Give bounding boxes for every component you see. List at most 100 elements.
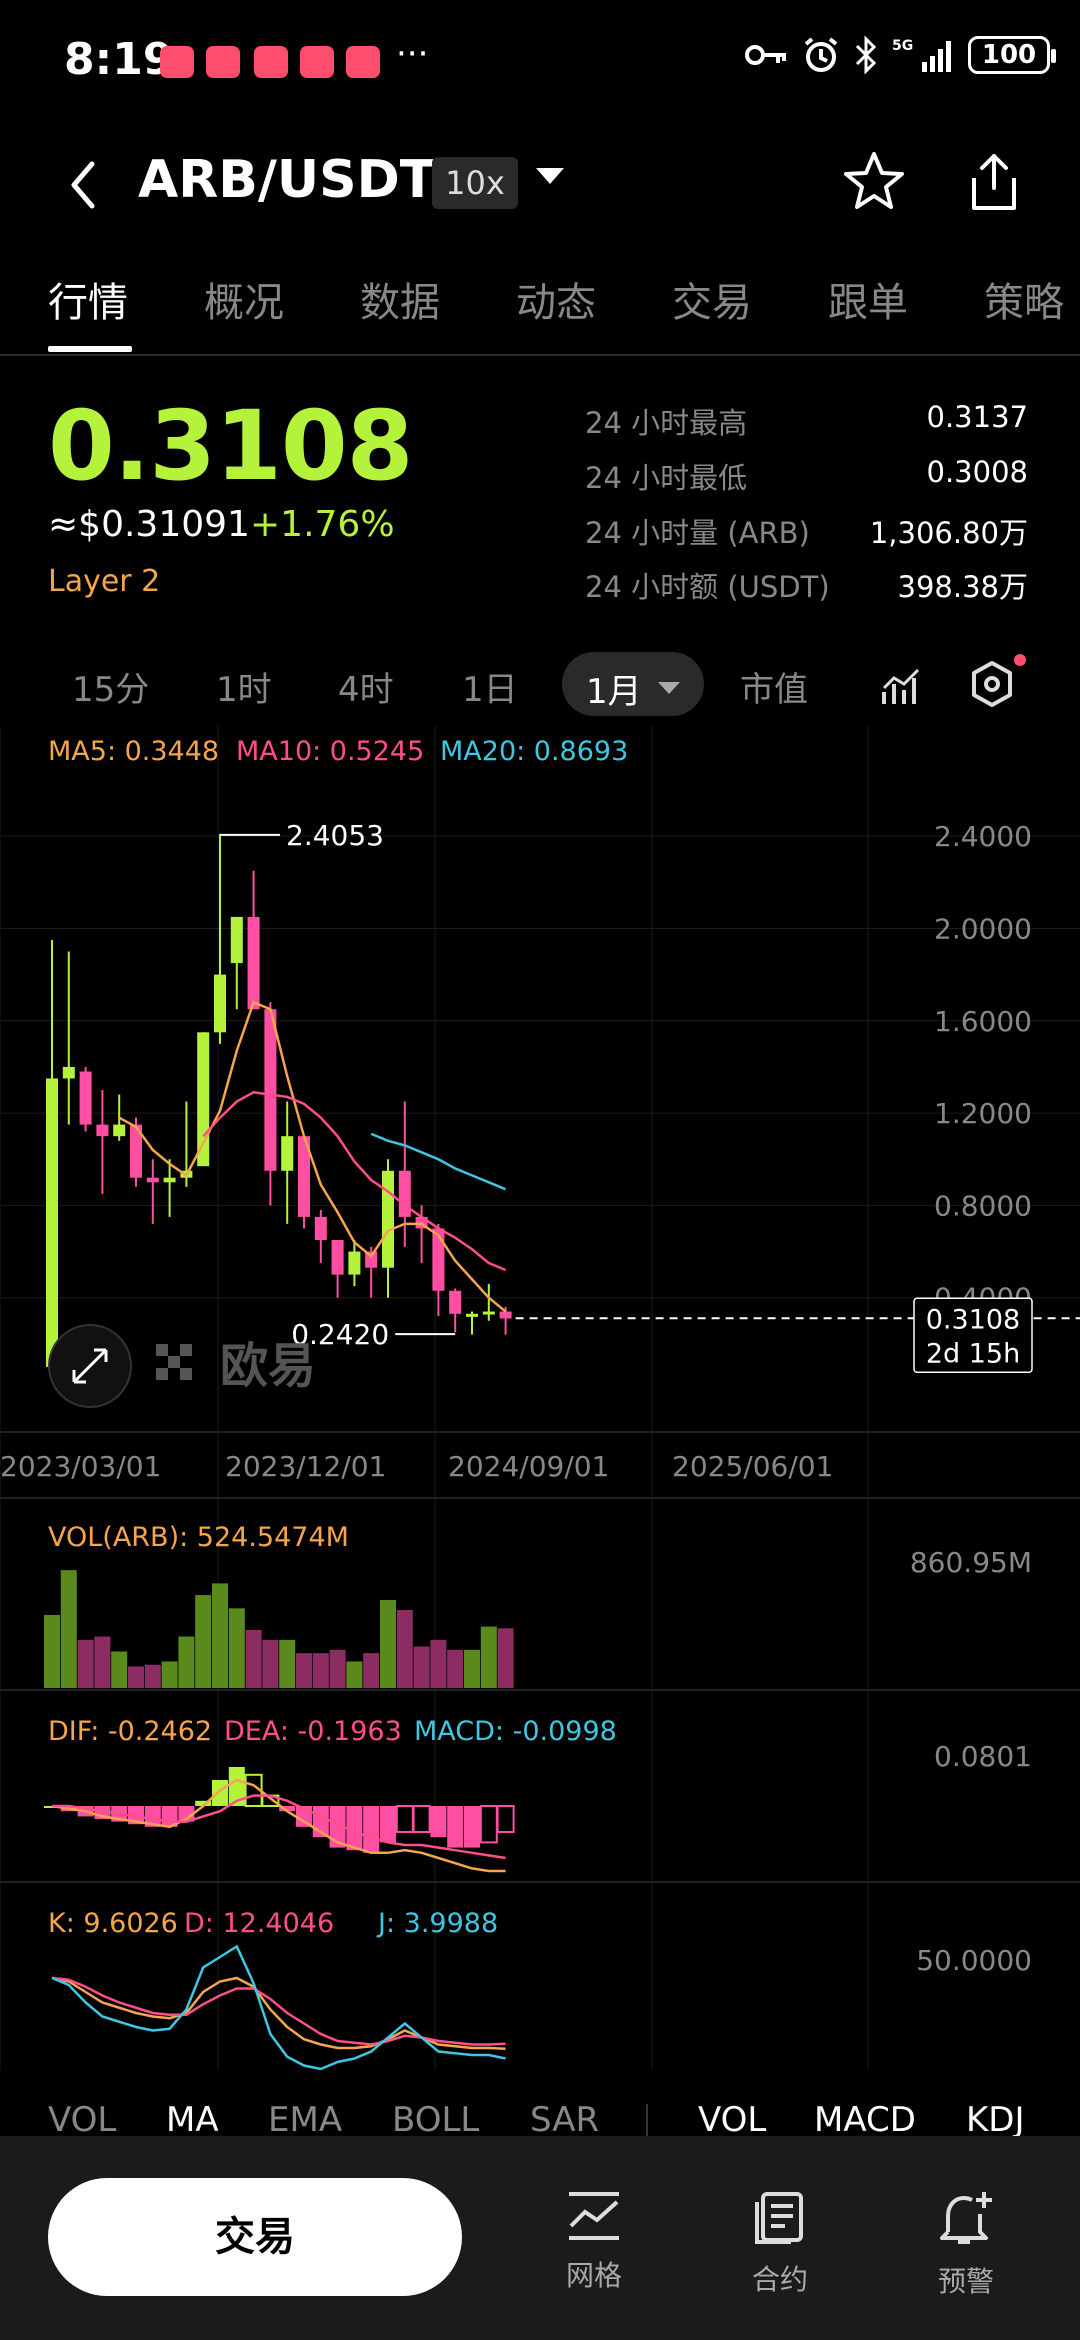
main-indicator-ema[interactable]: EMA bbox=[268, 2100, 343, 2140]
x-tick-label: 2023/12/01 bbox=[225, 1450, 386, 1483]
status-more: ··· bbox=[396, 34, 429, 74]
stat-turnover-value: 398.38万 bbox=[897, 570, 1028, 604]
volume-bar bbox=[94, 1636, 111, 1688]
sub-indicator-macd[interactable]: MACD bbox=[814, 2100, 916, 2140]
macd-histogram-bar bbox=[363, 1806, 380, 1853]
macd-legend: MACD: -0.0998 bbox=[414, 1716, 617, 1747]
ma10-line bbox=[202, 1091, 507, 1272]
macd-histogram-bar bbox=[395, 1805, 414, 1833]
alert-label: 预警 bbox=[937, 2265, 994, 2298]
main-indicator-ma[interactable]: MA bbox=[166, 2100, 219, 2140]
macd-panel: DIF: -0.2462 DEA: -0.1963 MACD: -0.0998 0.0… bbox=[44, 1716, 1032, 1873]
ma5-legend: MA5: 0.3448 bbox=[48, 736, 220, 767]
fullscreen-button[interactable] bbox=[48, 1324, 132, 1408]
timeframe-4h[interactable]: 4时 bbox=[338, 670, 394, 710]
kline-chart[interactable]: 2.40002.00001.60001.20000.80000.40002023… bbox=[0, 726, 1080, 2096]
alert-button[interactable]: 预警 bbox=[906, 2190, 1026, 2300]
macd-histogram-bar bbox=[228, 1767, 245, 1806]
contract-button[interactable]: 合约 bbox=[720, 2190, 840, 2298]
tab-copy-trading[interactable]: 跟单 bbox=[828, 280, 908, 326]
okx-logo bbox=[156, 1344, 192, 1380]
star-icon[interactable] bbox=[840, 148, 908, 216]
y-tick-label: 1.6000 bbox=[934, 1005, 1032, 1038]
watermark-text: 欧易 bbox=[220, 1338, 316, 1394]
sub-indicator-vol[interactable]: VOL bbox=[698, 2100, 767, 2140]
volume-bar bbox=[245, 1629, 262, 1688]
status-time: 8:19 bbox=[64, 34, 174, 85]
volume-bar bbox=[396, 1609, 413, 1688]
candle-body bbox=[365, 1251, 378, 1268]
battery-icon: 100 bbox=[968, 36, 1056, 74]
timeframe-market-cap[interactable]: 市值 bbox=[740, 670, 808, 710]
tab-strategy[interactable]: 策略 bbox=[984, 280, 1064, 326]
macd-histogram-bar bbox=[346, 1806, 363, 1851]
stat-turnover-label: 24 小时额 (USDT) bbox=[585, 570, 830, 604]
notification-icon bbox=[254, 46, 288, 78]
last-price: 0.3108 bbox=[48, 390, 413, 502]
notification-dot bbox=[1014, 654, 1026, 666]
volume-bar bbox=[480, 1626, 497, 1688]
candle-body bbox=[146, 1177, 159, 1183]
volume-bar bbox=[195, 1595, 212, 1688]
candle-body bbox=[79, 1071, 92, 1125]
macd-legend: DEA: -0.1963 bbox=[224, 1716, 402, 1747]
volume-legend: VOL(ARB): 524.5474M bbox=[48, 1522, 349, 1553]
active-tab-indicator bbox=[48, 346, 132, 352]
candle-body bbox=[247, 916, 260, 1010]
ma10-legend: MA10: 0.5245 bbox=[236, 736, 425, 767]
volume-bar bbox=[77, 1639, 94, 1688]
notification-icon bbox=[300, 46, 334, 78]
macd-histogram-bar bbox=[212, 1780, 228, 1806]
main-indicator-vol[interactable]: VOL bbox=[48, 2100, 117, 2140]
candle-body bbox=[62, 1066, 75, 1079]
bell-plus-icon bbox=[940, 2192, 992, 2244]
kdj-scale-label: 50.0000 bbox=[916, 1944, 1032, 1977]
svg-text:5G: 5G bbox=[892, 38, 913, 54]
tab-data[interactable]: 数据 bbox=[360, 280, 440, 326]
volume-bar bbox=[262, 1639, 279, 1688]
macd-histogram-bar bbox=[464, 1806, 480, 1848]
stat-low-label: 24 小时最低 bbox=[585, 461, 748, 495]
trade-button[interactable]: 交易 bbox=[48, 2178, 462, 2296]
chart-grid bbox=[0, 726, 1080, 2070]
ma-lines bbox=[118, 1000, 507, 1313]
volume-bar bbox=[161, 1661, 178, 1688]
tab-news[interactable]: 动态 bbox=[516, 280, 596, 326]
macd-histogram-bar bbox=[144, 1806, 161, 1827]
timeframe-1d[interactable]: 1日 bbox=[462, 670, 518, 710]
back-button[interactable] bbox=[60, 150, 110, 220]
timeframe-15m[interactable]: 15分 bbox=[72, 670, 150, 710]
share-icon[interactable] bbox=[960, 148, 1028, 216]
tab-bar: 行情 概况 数据 动态 交易 跟单 策略 bbox=[0, 270, 1080, 356]
macd-histogram-bar bbox=[279, 1806, 296, 1812]
category-tag[interactable]: Layer 2 bbox=[48, 564, 161, 599]
signal-icon: 5G bbox=[892, 38, 951, 72]
settings-icon[interactable] bbox=[970, 660, 1014, 708]
kdj-j-line bbox=[51, 1944, 506, 2071]
ma20-legend: MA20: 0.8693 bbox=[440, 736, 629, 767]
pair-title[interactable]: ARB/USDT bbox=[138, 150, 436, 210]
grid-button[interactable]: 网格 bbox=[534, 2190, 654, 2294]
sub-indicator-kdj[interactable]: KDJ bbox=[966, 2100, 1025, 2140]
candle-body bbox=[264, 1009, 277, 1171]
tab-trade[interactable]: 交易 bbox=[672, 280, 752, 326]
candle-body bbox=[382, 1170, 394, 1268]
macd-histogram-bar bbox=[128, 1806, 144, 1825]
main-indicator-sar[interactable]: SAR bbox=[530, 2100, 600, 2140]
timeframe-1m-label: 1月 bbox=[586, 672, 642, 712]
volume-bar bbox=[60, 1570, 77, 1688]
candle-body bbox=[314, 1216, 327, 1240]
timeframe-1m-selected[interactable] bbox=[562, 652, 704, 716]
kdj-legend: K: 9.6026 bbox=[48, 1908, 178, 1939]
chevron-down-icon[interactable] bbox=[536, 168, 564, 184]
alarm-icon bbox=[804, 37, 838, 72]
main-indicator-boll[interactable]: BOLL bbox=[392, 2100, 480, 2140]
timeframe-1h[interactable]: 1时 bbox=[216, 670, 272, 710]
leverage-badge[interactable]: 10x bbox=[432, 157, 518, 209]
macd-histogram-bar bbox=[380, 1806, 396, 1843]
tab-market[interactable]: 行情 bbox=[48, 280, 128, 326]
indicator-chart-icon[interactable] bbox=[880, 664, 924, 708]
y-tick-label: 0.8000 bbox=[934, 1189, 1032, 1222]
tab-overview[interactable]: 概况 bbox=[204, 280, 284, 326]
volume-bar bbox=[178, 1636, 195, 1688]
